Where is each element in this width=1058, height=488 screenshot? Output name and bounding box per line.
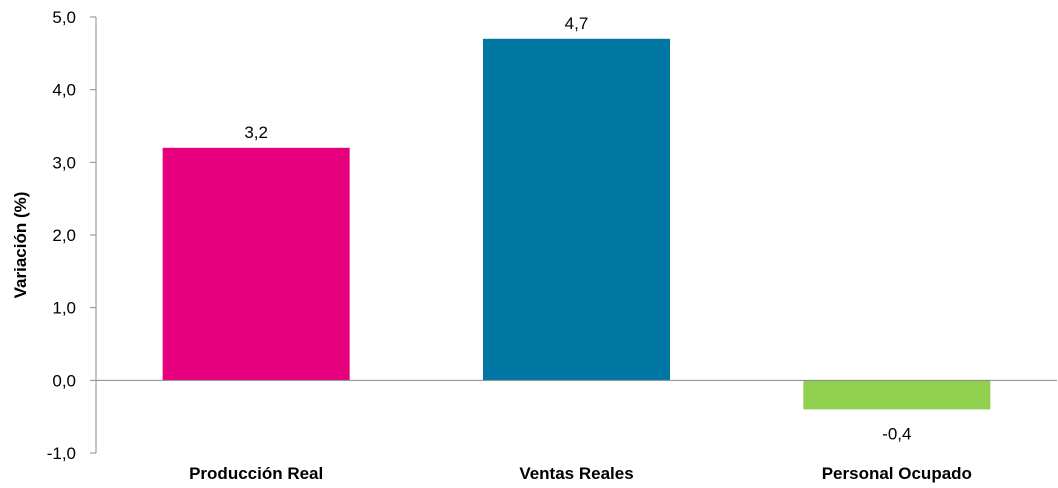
- y-tick-label: 1,0: [52, 299, 76, 318]
- y-tick-label: 0,0: [52, 371, 76, 390]
- bar: [162, 147, 350, 381]
- data-label: 4,7: [565, 14, 589, 33]
- y-tick-label: -1,0: [47, 444, 76, 463]
- data-labels: 3,2 4,7 -0,4: [244, 14, 911, 444]
- y-tick-label: 4,0: [52, 81, 76, 100]
- category-label: Ventas Reales: [519, 464, 633, 483]
- y-tick-label: 3,0: [52, 153, 76, 172]
- bars: [96, 38, 1057, 410]
- y-axis-title: Variación (%): [11, 192, 30, 299]
- category-label: Personal Ocupado: [822, 464, 972, 483]
- bar: [803, 380, 991, 410]
- data-label: -0,4: [882, 424, 911, 443]
- bar: [483, 38, 670, 381]
- y-axis: 5,0 4,0 3,0 2,0 1,0 0,0 -1,0: [47, 8, 97, 463]
- category-label: Producción Real: [189, 464, 323, 483]
- y-tick-label: 5,0: [52, 8, 76, 27]
- y-tick-label: 2,0: [52, 226, 76, 245]
- data-label: 3,2: [244, 123, 268, 142]
- category-labels: Producción Real Ventas Reales Personal Ocu…: [189, 464, 972, 483]
